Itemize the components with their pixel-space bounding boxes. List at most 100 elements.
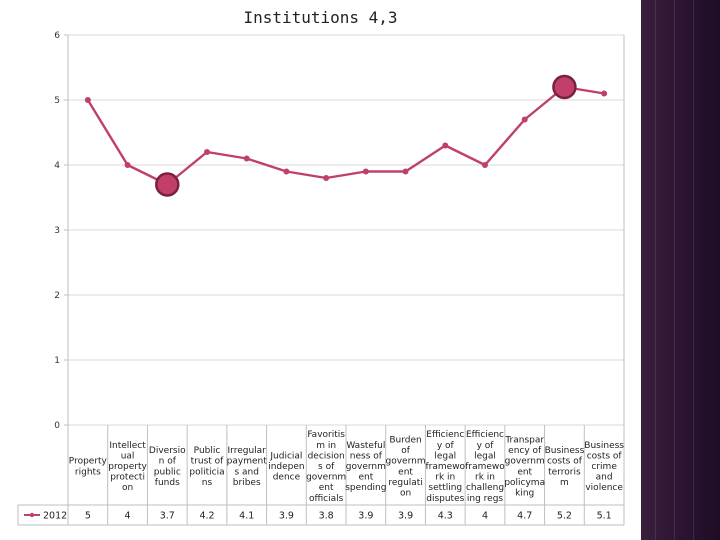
highlight-marker [155, 172, 180, 197]
data-point [601, 90, 608, 97]
data-table-value: 4.1 [239, 511, 254, 522]
data-point [521, 116, 528, 123]
category-label-line: Efficienc [426, 430, 464, 440]
category-label-line: ency of [508, 446, 542, 456]
category-label-line: regulati [388, 478, 423, 488]
category-label-line: Wasteful [346, 441, 385, 451]
data-table-value: 4 [482, 511, 488, 522]
gridlines [68, 34, 624, 426]
category-label-line: Business [545, 446, 585, 456]
category-label-line: bribes [233, 478, 261, 488]
y-tick-label: 2 [54, 291, 60, 301]
category-label-line: crime [591, 462, 617, 472]
category-label-line: settling [428, 483, 462, 493]
category-label-line: Business [584, 441, 624, 451]
category-label-line: m in [316, 441, 336, 451]
category-label-line: Irregular [228, 446, 267, 456]
series-line [86, 85, 605, 186]
y-tick-label: 0 [54, 421, 60, 431]
chart-title: Institutions 4,3 [243, 8, 398, 27]
category-label-line: governm [306, 473, 346, 483]
data-table-value: 5.1 [597, 511, 612, 522]
category-label: Intellect ual property protecti on [108, 441, 147, 493]
data-point [323, 175, 330, 181]
category-label-line: rights [75, 467, 101, 477]
category-label-line: Burden [389, 436, 421, 446]
category-label-line: and [596, 473, 613, 483]
series-2012 [84, 74, 608, 197]
y-tick-label: 5 [54, 96, 60, 106]
category-label-line: king [515, 489, 534, 499]
category-label-line: ent [358, 473, 373, 483]
axes: 0 1 2 3 4 5 6 [54, 31, 69, 431]
category-label-line: Public [194, 446, 221, 456]
category-label-line: costs of [587, 451, 623, 461]
data-point [84, 97, 91, 103]
data-table-value: 4.3 [438, 511, 453, 522]
category-label-line: Diversio [149, 446, 186, 456]
data-point [124, 162, 131, 168]
category-label-line: y of [477, 441, 495, 451]
category-label-line: policyma [504, 478, 545, 488]
category-label: Business costs of terroris m [545, 446, 585, 488]
data-table-value: 3.8 [319, 511, 334, 522]
category-label: Business costs of crime and violence [584, 441, 624, 493]
category-label: Diversio n of public funds [149, 446, 186, 488]
category-label: Efficienc y of legal framewo rk in settling di… [426, 430, 466, 504]
category-label-line: violence [585, 483, 623, 493]
data-point [442, 142, 449, 149]
category-label-line: Intellect [109, 441, 146, 451]
data-table-value: 4.2 [199, 511, 214, 522]
legend-label: 2012 [43, 511, 67, 522]
category-label-line: payment [227, 457, 268, 467]
category-label: Efficienc y of legal framewo rk in challeng in… [465, 430, 505, 504]
category-label-line: trust of [191, 457, 225, 467]
category-label-line: funds [155, 478, 180, 488]
category-label-line: public [154, 467, 181, 477]
category-label-line: framewo [426, 462, 466, 472]
category-label-line: challeng [466, 483, 504, 493]
data-table-value: 4 [125, 511, 131, 522]
category-label-line: ent [517, 467, 532, 477]
category-label-line: rk in [475, 473, 495, 483]
category-label: Property rights [69, 457, 108, 478]
category-label-line: governm [386, 457, 426, 467]
category-label-line: Property [69, 457, 108, 467]
category-label: Irregular payment s and bribes [227, 446, 268, 488]
category-label: Wasteful ness of governm ent spending [345, 441, 386, 493]
category-label-line: ual [121, 451, 135, 461]
category-label-line: Judicial [269, 451, 302, 461]
category-label-line: s and [234, 467, 258, 477]
category-label: Judicial indepen dence [268, 451, 304, 482]
category-label: Public trust of politicia ns [189, 446, 224, 488]
category-label-line: legal [474, 451, 496, 461]
category-label-line: terroris [548, 467, 581, 477]
category-label-line: ns [202, 478, 213, 488]
category-label: Favoritis m in decision s of governm ent offic… [306, 430, 346, 504]
data-point [283, 168, 290, 175]
category-label-line: rk in [435, 473, 455, 483]
category-label-line: governm [505, 457, 545, 467]
data-table-value: 3.9 [358, 511, 373, 522]
legend-swatch-marker [29, 512, 35, 518]
category-label-line: of [401, 446, 411, 456]
category-label-line: Favoritis [307, 430, 345, 440]
highlight-marker [552, 74, 577, 100]
category-label: Transpar ency of governm ent policyma king [504, 436, 545, 499]
category-label-line: n of [159, 457, 177, 467]
category-label-line: ness of [350, 451, 383, 461]
category-label-line: dence [273, 473, 301, 483]
category-label-line: disputes [426, 494, 464, 504]
category-label-line: governm [346, 462, 386, 472]
category-label-line: framewo [465, 462, 505, 472]
category-label-line: on [400, 489, 411, 499]
data-table-value: 3.9 [398, 511, 413, 522]
y-tick-label: 3 [54, 226, 60, 236]
category-label: Burden of governm ent regulati on [386, 436, 426, 499]
category-label-line: s of [318, 462, 335, 472]
decorative-side-band [641, 0, 720, 540]
category-label-line: ent [398, 467, 413, 477]
data-point [482, 162, 488, 168]
